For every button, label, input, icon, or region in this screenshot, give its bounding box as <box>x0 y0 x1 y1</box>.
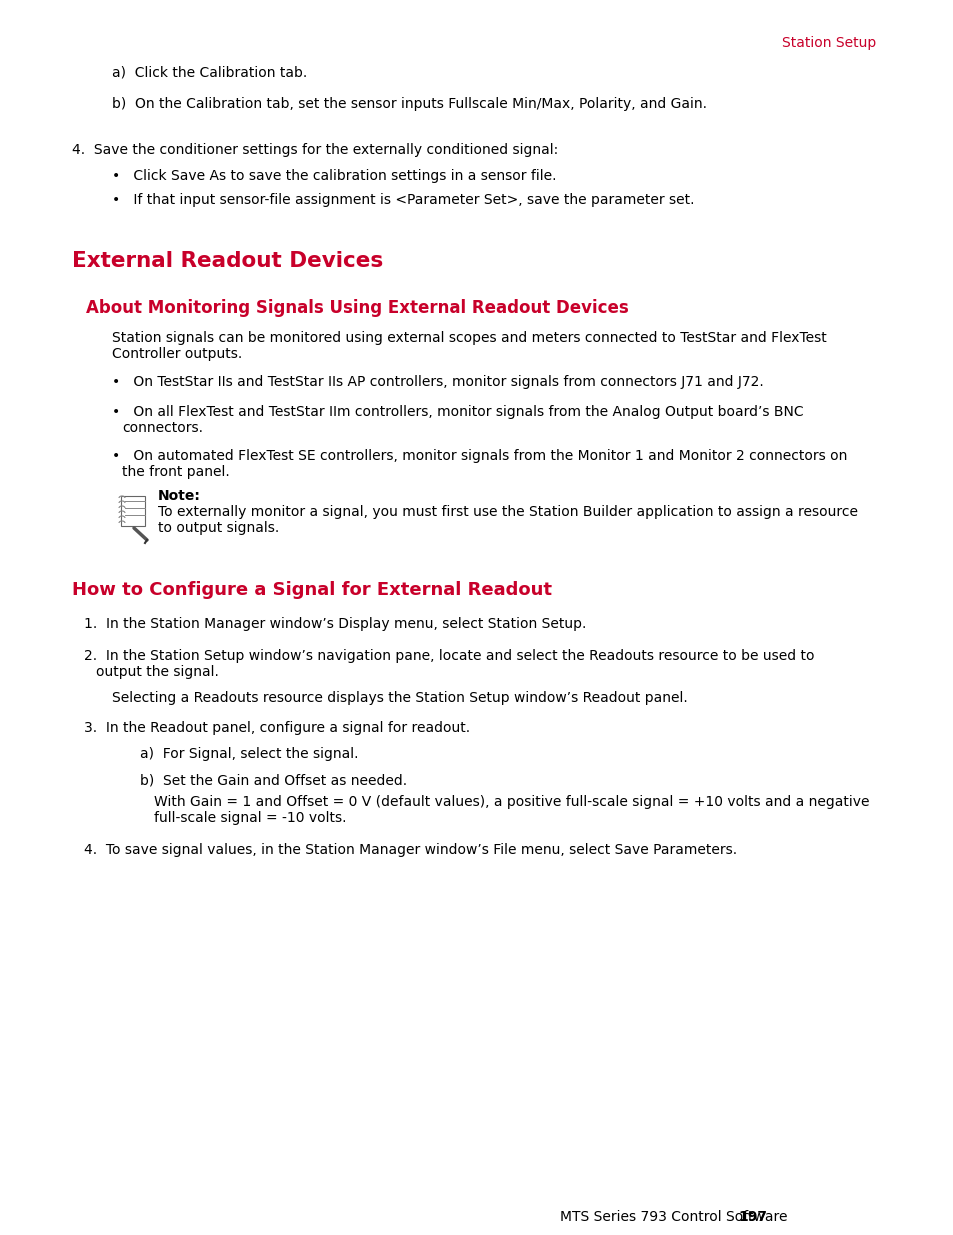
Text: •   If that input sensor-file assignment is <Parameter Set>, save the parameter : • If that input sensor-file assignment i… <box>112 193 694 207</box>
Text: •   Click Save As to save the calibration settings in a sensor file.: • Click Save As to save the calibration … <box>112 169 556 183</box>
Text: b)  Set the Gain and Offset as needed.: b) Set the Gain and Offset as needed. <box>140 773 407 787</box>
Text: With Gain = 1 and Offset = 0 V (default values), a positive full-scale signal = : With Gain = 1 and Offset = 0 V (default … <box>153 795 868 809</box>
Text: 4.  To save signal values, in the Station Manager window’s File menu, select Sav: 4. To save signal values, in the Station… <box>84 844 737 857</box>
Text: External Readout Devices: External Readout Devices <box>71 251 383 270</box>
Text: 1.  In the Station Manager window’s Display menu, select Station Setup.: 1. In the Station Manager window’s Displ… <box>84 618 586 631</box>
Text: •   On all FlexTest and TestStar IIm controllers, monitor signals from the Analo: • On all FlexTest and TestStar IIm contr… <box>112 405 802 419</box>
Text: How to Configure a Signal for External Readout: How to Configure a Signal for External R… <box>71 580 552 599</box>
Text: MTS Series 793 Control Software: MTS Series 793 Control Software <box>559 1210 796 1224</box>
Text: Station Setup: Station Setup <box>781 36 875 49</box>
Text: output the signal.: output the signal. <box>96 664 218 679</box>
Text: connectors.: connectors. <box>122 421 203 435</box>
Text: the front panel.: the front panel. <box>122 466 230 479</box>
Text: 2.  In the Station Setup window’s navigation pane, locate and select the Readout: 2. In the Station Setup window’s navigat… <box>84 650 814 663</box>
Text: Selecting a Readouts resource displays the Station Setup window’s Readout panel.: Selecting a Readouts resource displays t… <box>112 692 687 705</box>
Text: to output signals.: to output signals. <box>158 521 279 535</box>
Text: To externally monitor a signal, you must first use the Station Builder applicati: To externally monitor a signal, you must… <box>158 505 857 519</box>
FancyBboxPatch shape <box>121 496 145 526</box>
Text: •   On automated FlexTest SE controllers, monitor signals from the Monitor 1 and: • On automated FlexTest SE controllers, … <box>112 450 846 463</box>
Text: Note:: Note: <box>158 489 201 503</box>
Text: b)  On the Calibration tab, set the sensor inputs Fullscale Min/Max, Polarity, a: b) On the Calibration tab, set the senso… <box>112 98 706 111</box>
Text: full-scale signal = -10 volts.: full-scale signal = -10 volts. <box>153 811 346 825</box>
Text: 197: 197 <box>738 1210 766 1224</box>
Text: 3.  In the Readout panel, configure a signal for readout.: 3. In the Readout panel, configure a sig… <box>84 721 470 735</box>
Text: Station signals can be monitored using external scopes and meters connected to T: Station signals can be monitored using e… <box>112 331 826 345</box>
Text: 4.  Save the conditioner settings for the externally conditioned signal:: 4. Save the conditioner settings for the… <box>71 143 558 157</box>
Text: •   On TestStar IIs and TestStar IIs AP controllers, monitor signals from connec: • On TestStar IIs and TestStar IIs AP co… <box>112 375 763 389</box>
Text: Controller outputs.: Controller outputs. <box>112 347 242 361</box>
Text: About Monitoring Signals Using External Readout Devices: About Monitoring Signals Using External … <box>86 299 628 317</box>
Text: a)  For Signal, select the signal.: a) For Signal, select the signal. <box>140 747 358 761</box>
Text: a)  Click the Calibration tab.: a) Click the Calibration tab. <box>112 65 307 79</box>
